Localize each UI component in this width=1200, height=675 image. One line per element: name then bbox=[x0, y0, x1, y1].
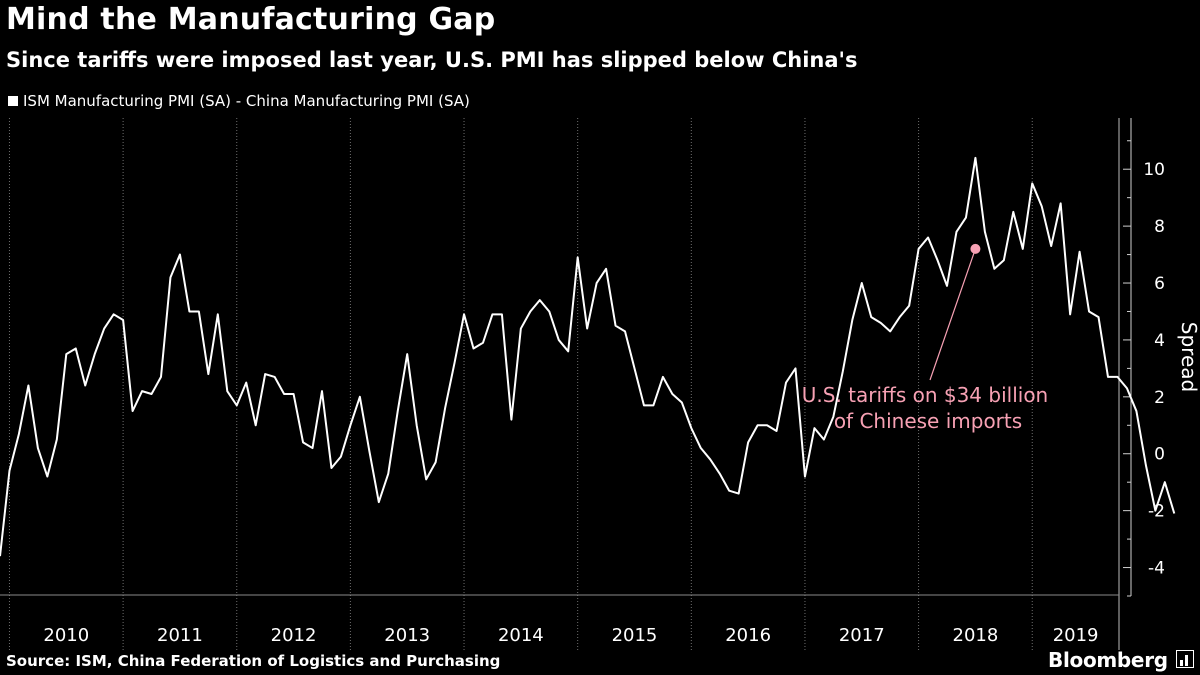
x-tick-label: 2018 bbox=[953, 625, 999, 646]
y-tick-label: -2 bbox=[1148, 502, 1165, 522]
legend-swatch bbox=[8, 96, 18, 106]
y-tick-label: 6 bbox=[1154, 274, 1165, 294]
x-tick-label: 2017 bbox=[839, 625, 885, 646]
annotation-marker bbox=[970, 243, 981, 254]
chart-title: Mind the Manufacturing Gap bbox=[6, 2, 496, 37]
y-tick-label: 4 bbox=[1154, 331, 1165, 351]
series-line-pmi-spread bbox=[0, 156, 1176, 557]
bloomberg-box-icon bbox=[1176, 650, 1194, 668]
x-tick-label: 2016 bbox=[725, 625, 771, 646]
source-note: Source: ISM, China Federation of Logisti… bbox=[6, 652, 501, 670]
x-tick-label: 2012 bbox=[271, 625, 317, 646]
x-tick-label: 2014 bbox=[498, 625, 544, 646]
x-tick-label: 2019 bbox=[1053, 625, 1099, 646]
y-tick-label: -4 bbox=[1148, 559, 1165, 579]
y-tick-label: 0 bbox=[1154, 445, 1165, 465]
annotation-text-line1: U.S. tariffs on $34 billion bbox=[802, 383, 1048, 407]
annotation-text-line2: of Chinese imports bbox=[834, 409, 1022, 433]
x-tick-label: 2010 bbox=[43, 625, 89, 646]
legend: ISM Manufacturing PMI (SA) - China Manuf… bbox=[8, 92, 470, 110]
y-tick-label: 10 bbox=[1143, 160, 1165, 180]
y-axis-label: Spread bbox=[1177, 322, 1200, 392]
chart-subtitle: Since tariffs were imposed last year, U.… bbox=[6, 48, 858, 72]
bloomberg-logo: Bloomberg bbox=[1048, 648, 1168, 672]
x-tick-label: 2011 bbox=[157, 625, 203, 646]
legend-label: ISM Manufacturing PMI (SA) - China Manuf… bbox=[23, 92, 470, 110]
x-tick-label: 2013 bbox=[384, 625, 430, 646]
x-tick-label: 2015 bbox=[612, 625, 658, 646]
y-tick-label: 8 bbox=[1154, 217, 1165, 237]
y-tick-label: 2 bbox=[1154, 388, 1165, 408]
annotation-leader-line bbox=[929, 248, 976, 381]
